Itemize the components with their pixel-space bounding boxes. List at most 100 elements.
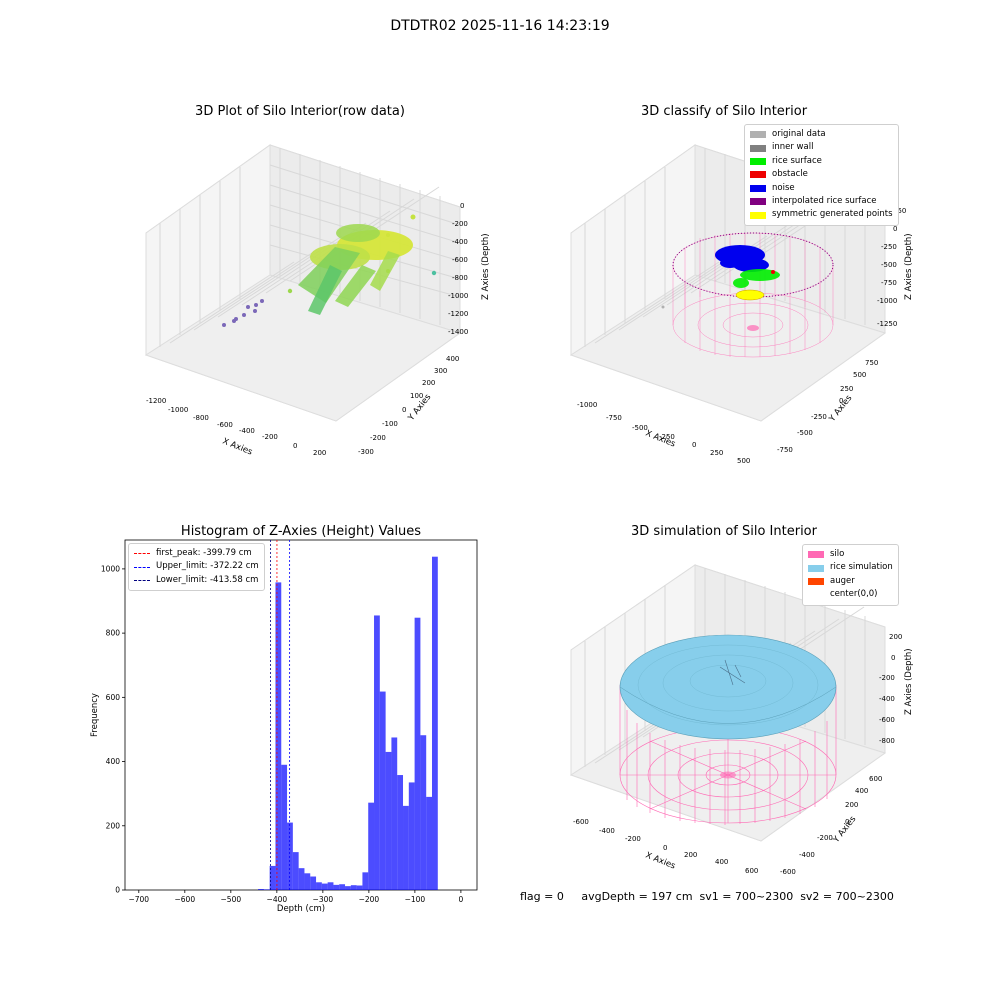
legend-swatch <box>808 591 824 598</box>
histogram-bar <box>292 852 299 890</box>
raw-xtick: -1000 <box>168 406 188 414</box>
classify-xtick: 500 <box>737 457 750 465</box>
sim-xtick: 600 <box>745 867 758 875</box>
histogram-xtick-label: −200 <box>359 895 380 904</box>
raw-xtick: -600 <box>217 421 233 429</box>
histogram-bar <box>321 883 328 890</box>
raw-ytick: -300 <box>358 448 374 456</box>
classify-xlabel: X Axies <box>644 429 677 450</box>
legend-item: Upper_limit: -372.22 cm <box>134 560 259 573</box>
sim-ytick: -400 <box>799 851 815 859</box>
legend-swatch <box>808 564 824 572</box>
noise-points <box>715 245 769 272</box>
sim-xlabel: X Axies <box>644 851 677 872</box>
histogram-bar <box>403 805 409 890</box>
classify-ztick: -1000 <box>877 297 897 305</box>
histogram-xtick-label: −700 <box>128 895 149 904</box>
sim-xtick: -400 <box>599 827 615 835</box>
histogram-ylabel: Frequency <box>90 693 100 737</box>
histogram-chart[interactable]: −700 −600 −500 −400 −300 −200 −100 0 0 200 400 600… <box>80 530 500 920</box>
legend-swatch <box>750 144 766 152</box>
histogram-bar <box>414 617 421 890</box>
classify-xtick: -500 <box>632 424 648 432</box>
histogram-bar <box>374 615 380 890</box>
histogram-bar <box>310 876 317 890</box>
histogram-bar <box>275 582 282 890</box>
raw-xtick: -400 <box>239 427 255 435</box>
classify-ytick: 500 <box>853 371 866 379</box>
simulation-legend: silo rice simulation auger center(0,0) <box>802 544 899 606</box>
histogram-title: Histogram of Z-Axies (Height) Values <box>180 524 422 539</box>
legend-swatch <box>750 171 766 179</box>
legend-item: auger <box>808 575 893 588</box>
histogram-bar <box>356 885 363 890</box>
raw-xtick: -800 <box>193 414 209 422</box>
histogram-bar <box>327 882 334 890</box>
raw-zlabel: Z Axies (Depth) <box>481 233 490 300</box>
sim-ytick: 200 <box>845 801 858 809</box>
histogram-bar <box>350 885 357 890</box>
histogram-xtick-label: −300 <box>313 895 334 904</box>
histogram-xtick-label: 0 <box>459 895 464 904</box>
legend-item: interpolated rice surface <box>750 195 893 208</box>
classify-ztick: 0 <box>893 225 897 233</box>
histogram-ytick-label: 800 <box>106 629 121 638</box>
legend-swatch <box>750 158 766 166</box>
sim-ztick: 0 <box>891 654 895 662</box>
raw-ztick: -1400 <box>448 328 468 336</box>
sim-ytick: 400 <box>855 787 868 795</box>
histogram-ytick-label: 600 <box>106 693 121 702</box>
histogram-bar <box>304 873 311 890</box>
histogram-bar <box>431 556 438 890</box>
histogram-bar <box>420 735 427 890</box>
sim-ytick: 0 <box>845 818 849 826</box>
simulation-3d-plot[interactable]: -600 -400 -200 0 200 400 600 -600 -400 -… <box>555 545 915 885</box>
rice-simulation-surface <box>619 634 837 740</box>
raw-ytick: -200 <box>370 434 386 442</box>
classify-xtick: -250 <box>659 433 675 441</box>
interpolated-surface-ring <box>672 232 834 298</box>
sim-ztick: -800 <box>879 737 895 745</box>
legend-item: first_peak: -399.79 cm <box>134 547 259 560</box>
raw-point-cloud <box>222 214 437 327</box>
histogram-bar <box>298 868 305 890</box>
histogram-bar <box>368 802 375 890</box>
classify-3d-plot[interactable]: -1000 -750 -500 -250 0 250 500 -750 -500… <box>555 125 915 465</box>
legend-item: inner wall <box>750 141 893 154</box>
raw-ztick: -1200 <box>448 310 468 318</box>
classify-plot-title: 3D classify of Silo Interior <box>640 104 808 119</box>
histogram-bar <box>362 872 369 890</box>
raw-ytick: 0 <box>402 406 406 414</box>
legend-item: original data <box>750 128 893 141</box>
raw-ztick: -400 <box>452 238 468 246</box>
histogram-xtick-label: −100 <box>405 895 426 904</box>
simulation-plot-title: 3D simulation of Silo Interior <box>631 524 817 539</box>
raw-xtick: 0 <box>293 442 297 450</box>
legend-swatch <box>808 551 824 559</box>
histogram-legend: first_peak: -399.79 cm Upper_limit: -372… <box>128 543 265 592</box>
sim-xtick: 0 <box>663 844 667 852</box>
legend-item: noise <box>750 182 893 195</box>
raw-ztick: -200 <box>452 220 468 228</box>
raw-3d-plot[interactable]: -1200 -1000 -800 -600 -400 -200 0 200 -3… <box>130 125 490 465</box>
legend-swatch <box>750 198 766 206</box>
classify-ztick: 250 <box>893 207 906 215</box>
classify-ytick: -750 <box>777 446 793 454</box>
histogram-bar <box>397 775 404 890</box>
raw-xtick: -1200 <box>146 397 166 405</box>
raw-ytick: 100 <box>410 392 423 400</box>
histogram-bar <box>333 884 340 890</box>
classify-ytick: -500 <box>797 429 813 437</box>
histogram-xticks: −700 −600 −500 −400 −300 −200 −100 0 <box>128 890 464 904</box>
raw-xlabel: X Axies <box>221 437 254 458</box>
histogram-bars <box>258 556 438 890</box>
sim-xtick: 400 <box>715 858 728 866</box>
legend-line <box>134 580 150 582</box>
classify-ztick: -750 <box>881 279 897 287</box>
raw-plot-title: 3D Plot of Silo Interior(row data) <box>195 104 405 119</box>
symmetric-points <box>735 289 765 301</box>
raw-ztick: -800 <box>452 274 468 282</box>
histogram-bar <box>385 751 392 890</box>
sim-ytick: -200 <box>817 834 833 842</box>
legend-item: obstacle <box>750 168 893 181</box>
